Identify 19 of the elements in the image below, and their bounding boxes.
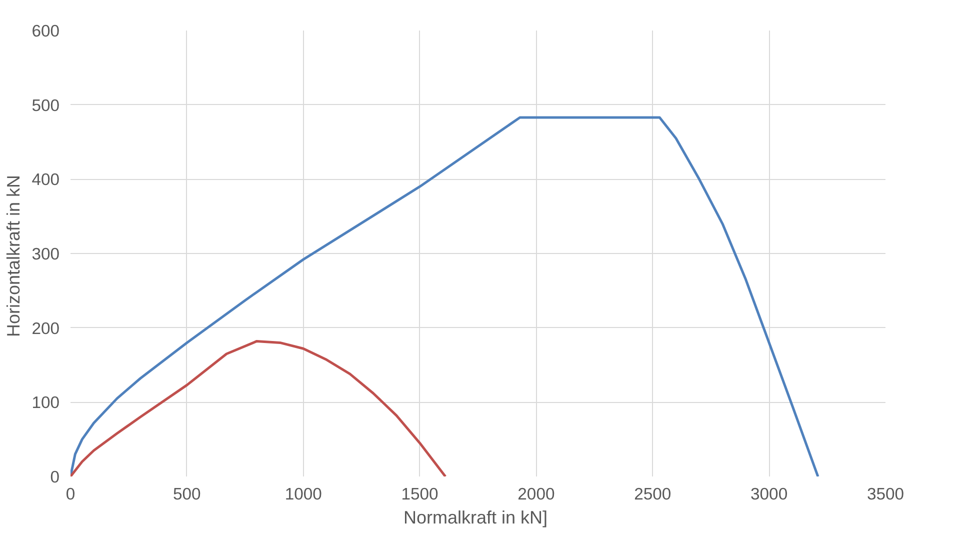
y-tick-label: 300 — [32, 244, 60, 264]
x-tick-label: 1000 — [284, 484, 322, 504]
line-series — [70, 340, 447, 476]
y-tick-label: 400 — [32, 170, 60, 190]
y-tick-label: 200 — [32, 318, 60, 338]
y-tick-label: 500 — [32, 96, 60, 115]
x-axis-title: Normalkraft in kN] — [403, 508, 548, 528]
y-axis-title: Horizontalkraft in kN — [4, 174, 24, 338]
x-tick-label: 3000 — [750, 484, 788, 504]
x-tick-label: 1500 — [401, 484, 438, 504]
x-tick-label: 3500 — [866, 484, 904, 504]
x-tick-label: 0 — [66, 484, 76, 504]
x-tick-label: 500 — [173, 484, 201, 504]
line-series — [70, 116, 820, 476]
y-tick-label: 100 — [32, 393, 60, 412]
x-tick-label: 2500 — [634, 484, 672, 504]
x-tick-label: 2000 — [518, 484, 555, 504]
y-tick-label: 600 — [32, 22, 60, 40]
y-tick-label: 0 — [50, 468, 60, 486]
